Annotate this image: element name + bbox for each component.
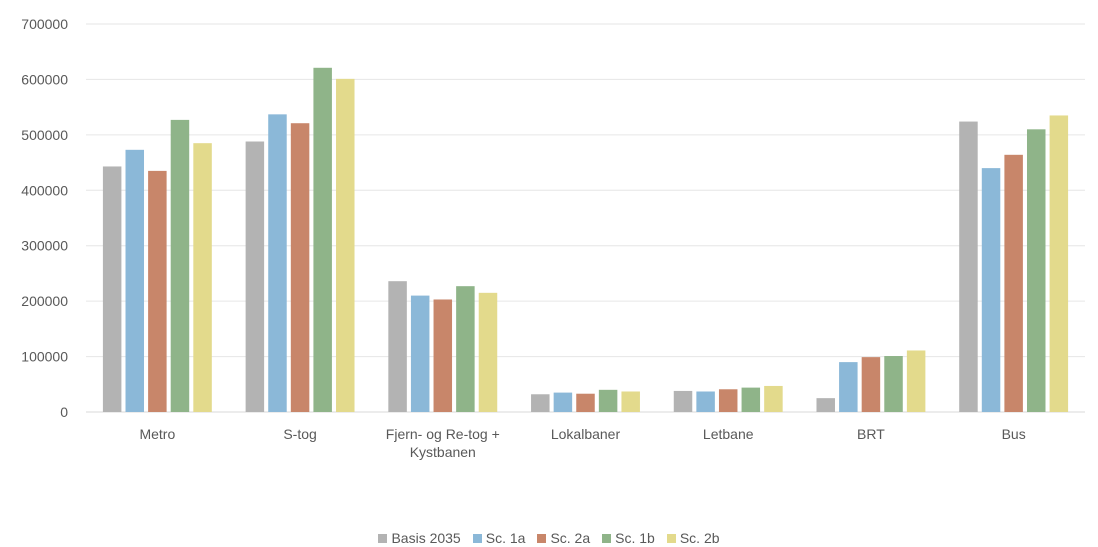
bar (125, 149, 145, 412)
bar (741, 387, 761, 412)
y-tick-label: 0 (60, 404, 68, 420)
y-tick-label: 200000 (21, 293, 68, 309)
bar (433, 299, 453, 412)
bar (193, 143, 212, 412)
bar (764, 385, 783, 412)
legend-item: Basis 2035 (378, 530, 461, 546)
legend-item: Sc. 2a (537, 530, 590, 546)
y-tick-label: 400000 (21, 182, 68, 198)
bar (906, 350, 926, 412)
bars (102, 67, 1069, 413)
legend: Basis 2035 Sc. 1a Sc. 2a Sc. 1b Sc. 2b (0, 530, 1098, 546)
bar (696, 391, 715, 412)
y-tick-label: 300000 (21, 238, 68, 254)
bar (170, 119, 190, 413)
y-tick-label: 500000 (21, 127, 68, 143)
x-category-label: Metro (139, 426, 175, 442)
bar (673, 390, 693, 412)
bar (861, 357, 881, 412)
legend-item: Sc. 1a (472, 530, 526, 546)
bar (268, 114, 287, 412)
legend-swatch (666, 533, 676, 543)
legend-item: Sc. 1b (602, 530, 655, 546)
bar (148, 170, 167, 412)
bar (336, 78, 355, 413)
bar (290, 123, 310, 413)
legend-swatch (472, 533, 482, 543)
bar (388, 281, 407, 412)
bar (576, 393, 595, 412)
bar (456, 286, 475, 412)
bar (959, 121, 978, 412)
legend-label: Basis 2035 (391, 530, 461, 546)
bar (410, 295, 430, 412)
x-category-label: Lokalbaner (551, 426, 621, 442)
bar (531, 394, 550, 412)
y-tick-label: 600000 (21, 71, 68, 87)
x-category-label: S-tog (283, 426, 316, 442)
y-tick-label: 100000 (21, 349, 68, 365)
bar (245, 141, 265, 412)
bar (1004, 154, 1023, 412)
legend-label: Sc. 2a (550, 530, 591, 546)
bar (478, 292, 498, 412)
x-category-label: Fjern- og Re-tog + Kystbanen (386, 426, 500, 460)
bar (839, 362, 858, 412)
bar (102, 166, 122, 412)
bar (816, 398, 835, 412)
bar (1026, 129, 1046, 413)
legend-label: Sc. 2b (679, 530, 720, 546)
y-axis: 0 100000 200000 300000 400000 500000 600000 700… (21, 16, 68, 420)
bar (884, 356, 903, 412)
x-category-label: BRT (857, 426, 885, 442)
legend-swatch (537, 533, 547, 543)
bar (981, 168, 1001, 412)
bar (313, 67, 332, 412)
legend-label: Sc. 1a (485, 530, 526, 546)
legend-item: Sc. 2b (666, 530, 720, 546)
legend-label: Sc. 1b (615, 530, 655, 546)
bar (718, 389, 738, 412)
bar (598, 389, 618, 412)
legend-swatch (602, 533, 612, 543)
bar (1049, 115, 1069, 412)
x-category-label: Letbane (703, 426, 754, 442)
bar (621, 391, 640, 412)
gridlines (86, 23, 1085, 413)
x-axis: Metro S-tog Fjern- og Re-tog + Kystbanen Lok… (139, 426, 1025, 460)
bar (553, 392, 573, 412)
legend-swatch (378, 533, 388, 543)
x-category-label: Bus (1002, 426, 1026, 442)
y-tick-label: 700000 (21, 16, 68, 32)
